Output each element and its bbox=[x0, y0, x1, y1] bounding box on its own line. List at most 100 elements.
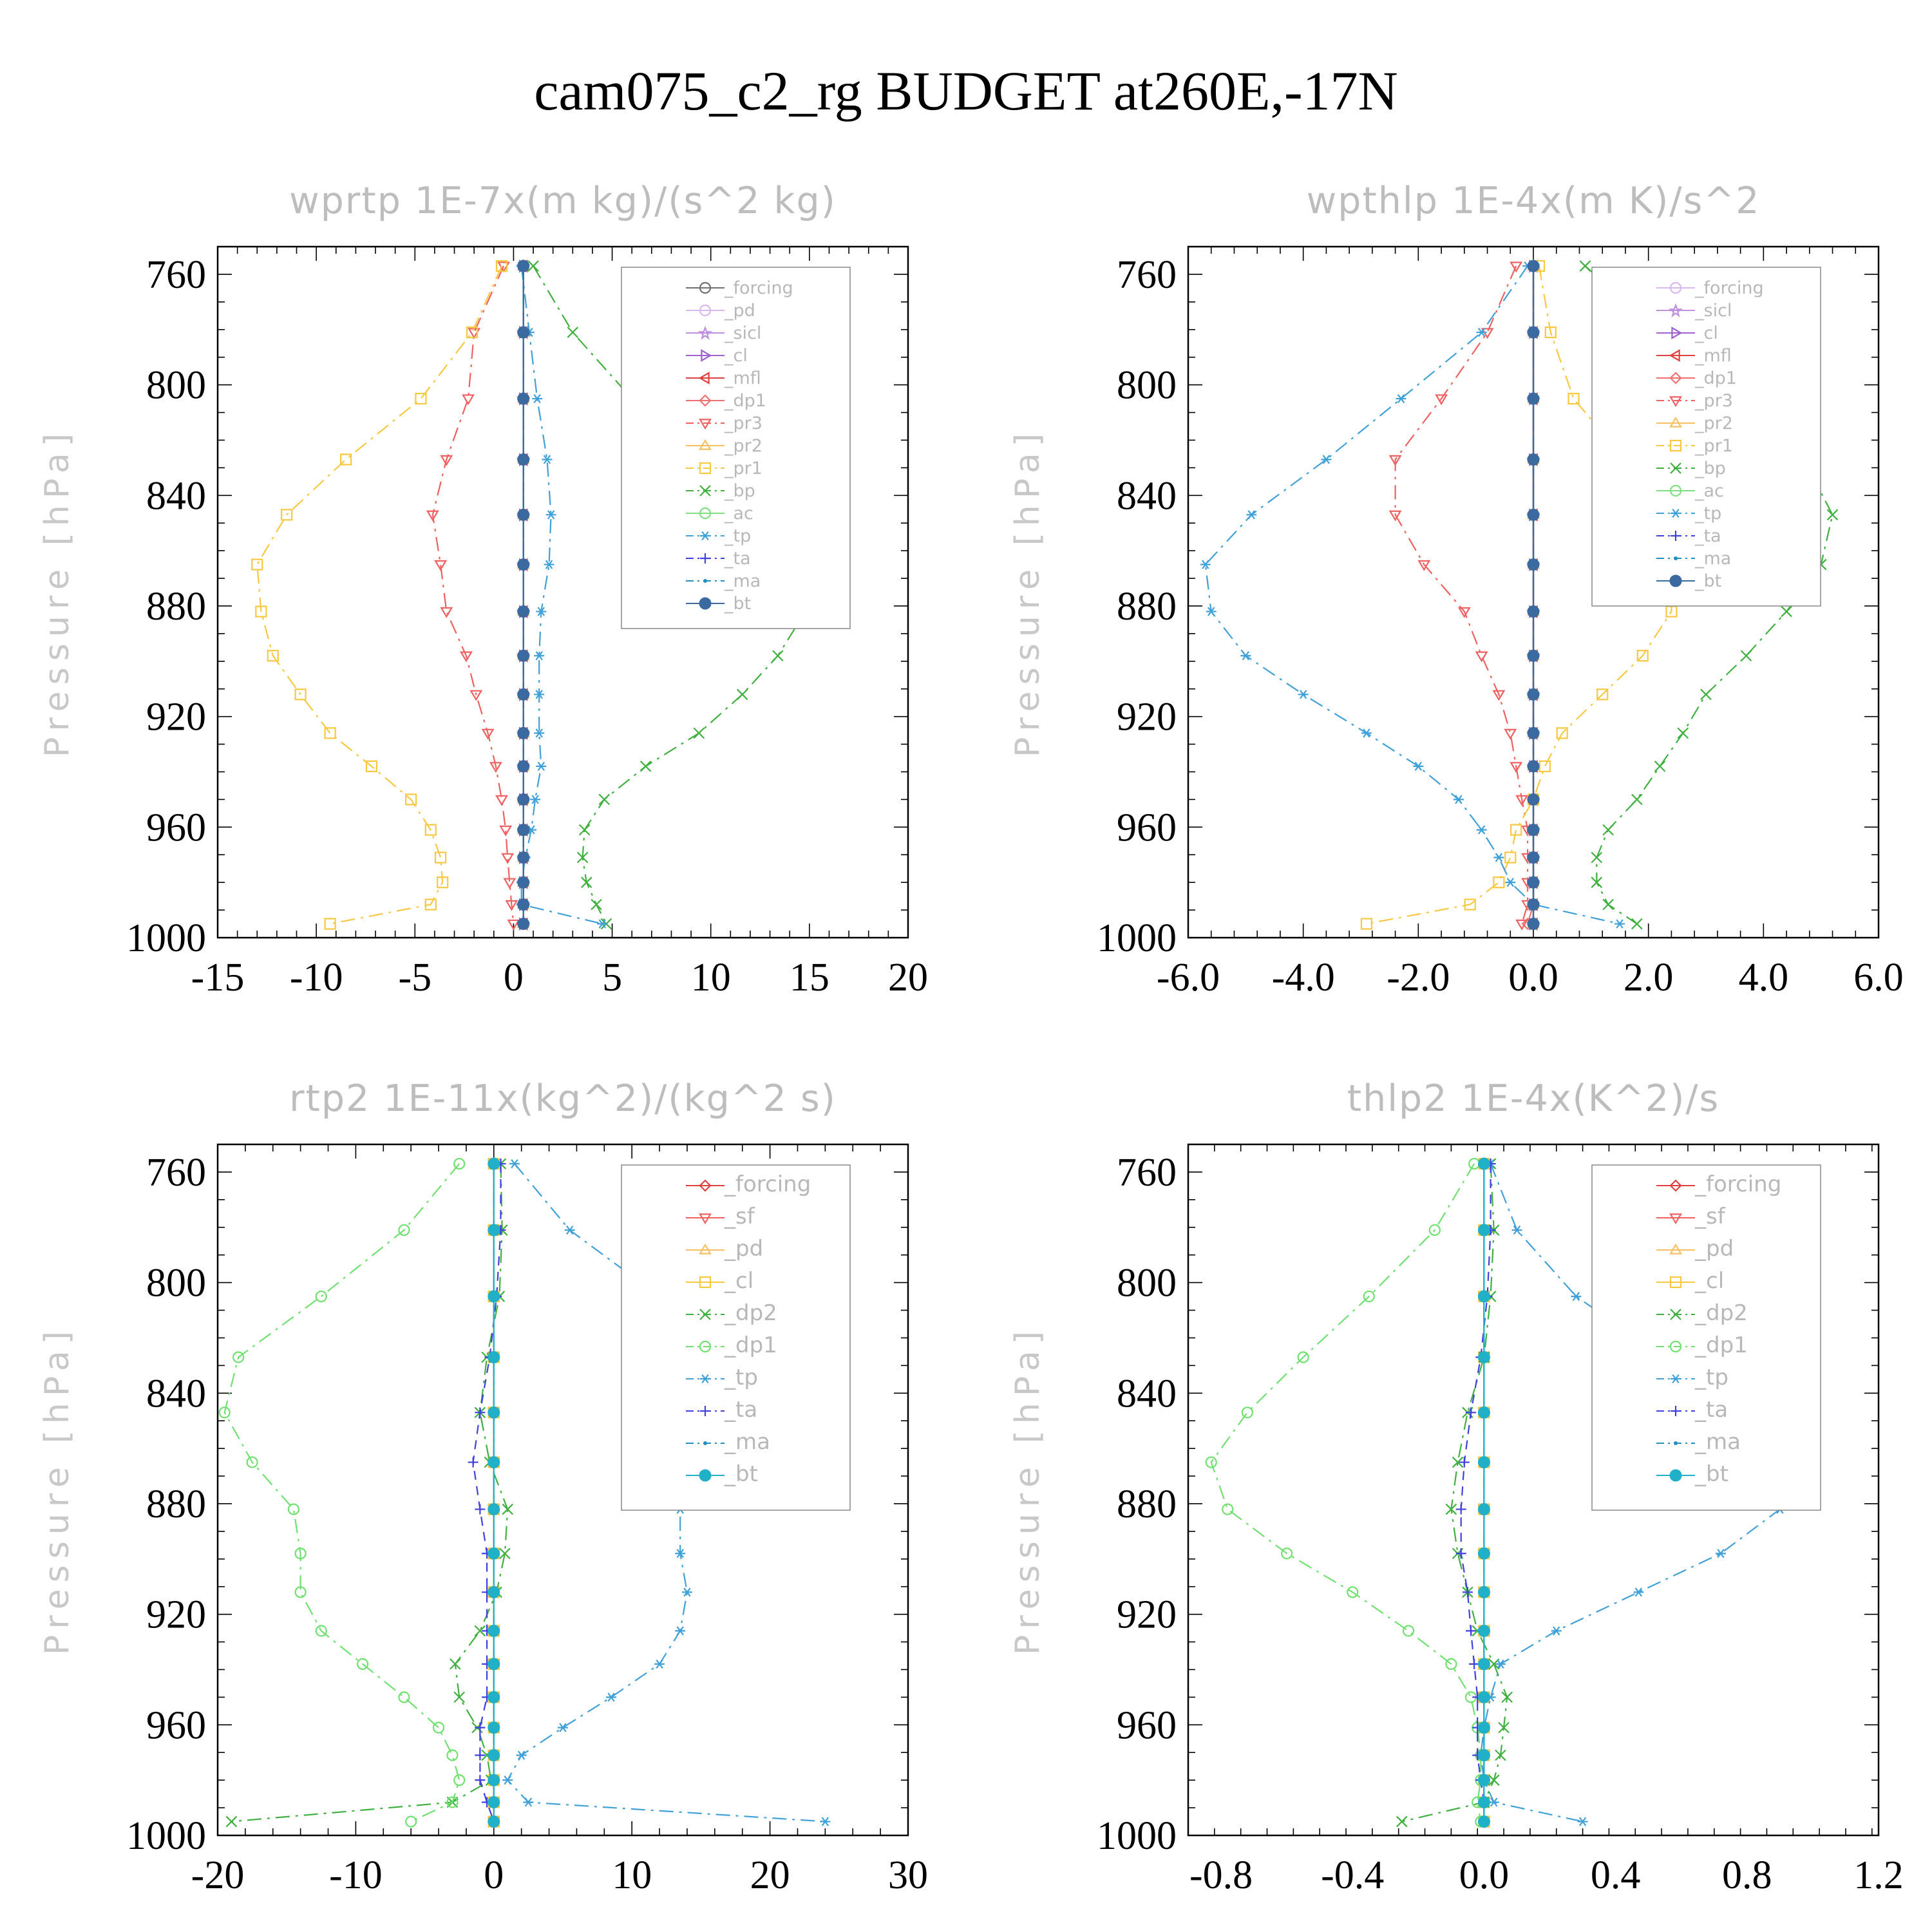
data-point bbox=[488, 1224, 500, 1236]
data-point bbox=[536, 607, 547, 616]
data-point bbox=[488, 1749, 500, 1762]
plot-frame bbox=[216, 245, 909, 939]
data-point bbox=[1477, 1350, 1490, 1363]
data-point bbox=[501, 853, 515, 864]
legend-marker bbox=[1669, 349, 1680, 362]
x-tick-label: 0.4 bbox=[1591, 1853, 1641, 1897]
legend-item: _mfl bbox=[1656, 346, 1732, 366]
legend-label: _ac bbox=[1694, 481, 1724, 501]
legend-item: _pd bbox=[686, 301, 755, 321]
data-point bbox=[426, 510, 439, 522]
legend-label: _dp2 bbox=[724, 1300, 777, 1326]
data-point bbox=[558, 1723, 568, 1732]
series-pr3 bbox=[1388, 261, 1534, 931]
data-point bbox=[446, 1749, 459, 1761]
axis-ticks bbox=[1188, 1144, 1879, 1836]
legend-marker bbox=[1669, 396, 1682, 408]
figure-title: cam075_c2_rg BUDGET at260E,-17N bbox=[534, 60, 1398, 122]
series-bt bbox=[1477, 1157, 1490, 1828]
legend-label: _pr3 bbox=[724, 413, 762, 433]
x-tick-label: 10 bbox=[691, 956, 731, 999]
legend-marker bbox=[1669, 1276, 1682, 1289]
data-point bbox=[1477, 1224, 1490, 1236]
legend-item: _pd bbox=[1656, 1236, 1734, 1262]
legend-marker bbox=[1669, 1179, 1682, 1192]
data-point bbox=[459, 651, 473, 663]
data-point bbox=[1477, 1749, 1490, 1762]
legend-marker bbox=[699, 507, 712, 520]
x-tick-label: -15 bbox=[191, 956, 245, 999]
data-point bbox=[578, 824, 591, 836]
legend-label: _forcing bbox=[1694, 278, 1764, 298]
data-point bbox=[820, 1817, 831, 1826]
legend-marker bbox=[699, 304, 712, 317]
legend-marker bbox=[1671, 531, 1681, 541]
legend-marker bbox=[703, 579, 707, 583]
data-point bbox=[1527, 260, 1540, 272]
data-point bbox=[681, 1587, 692, 1597]
data-point bbox=[1527, 851, 1540, 864]
series-line bbox=[1204, 265, 1620, 925]
legend-label: _pr2 bbox=[724, 436, 762, 456]
legend-item: _ma bbox=[686, 571, 761, 591]
legend: _forcing _sicl_cl _mfl_dp1 _pr3_pr2 _pr1 _bp _… bbox=[1591, 267, 1821, 607]
legend-item: _tp bbox=[1656, 1365, 1728, 1390]
data-point bbox=[1498, 1721, 1510, 1734]
legend-item: _bp bbox=[1656, 459, 1726, 478]
legend-item: _ta bbox=[1656, 526, 1721, 546]
legend: _forcing _sf _pd _cl _dp2 _dp1 _tp _ta _ma _bt bbox=[1591, 1164, 1821, 1511]
series-pr3 bbox=[426, 261, 520, 931]
data-point bbox=[1505, 878, 1516, 887]
legend-marker bbox=[699, 281, 712, 294]
data-point bbox=[488, 1624, 500, 1637]
data-point bbox=[424, 824, 437, 836]
legend-item: _ta bbox=[686, 1397, 757, 1423]
legend-label: _ta bbox=[724, 1397, 757, 1423]
data-point bbox=[440, 607, 453, 618]
data-point bbox=[527, 260, 539, 272]
data-point bbox=[339, 453, 352, 466]
data-point bbox=[772, 650, 784, 661]
chart-panel-4: thlp2 1E-4x(K^2)/s Pressure [hPa] 760 800 84… bbox=[1009, 1077, 1904, 1897]
data-point bbox=[468, 1457, 478, 1468]
legend-marker bbox=[699, 1213, 712, 1225]
legend-marker bbox=[1671, 1374, 1681, 1384]
legend-marker bbox=[700, 553, 710, 564]
data-point bbox=[1567, 392, 1580, 405]
data-point bbox=[1504, 851, 1517, 864]
x-tick-label: 0.8 bbox=[1722, 1853, 1772, 1897]
legend-marker bbox=[699, 1340, 712, 1353]
data-point bbox=[1602, 898, 1614, 911]
legend-label: _bt bbox=[724, 594, 751, 614]
legend-item: _bp bbox=[686, 481, 755, 501]
data-point bbox=[1633, 1587, 1644, 1597]
x-tick-label: -4.0 bbox=[1272, 956, 1335, 999]
data-point bbox=[469, 690, 483, 701]
data-point bbox=[736, 688, 748, 701]
series-line bbox=[231, 1163, 509, 1823]
data-point bbox=[1417, 560, 1431, 571]
series-dp1 bbox=[1205, 1157, 1487, 1828]
legend-item: _bt bbox=[686, 1461, 758, 1487]
x-tick-label: 20 bbox=[888, 956, 928, 999]
data-point bbox=[1539, 760, 1551, 772]
data-point bbox=[1481, 328, 1494, 339]
y-tick-label: 960 bbox=[1117, 1703, 1177, 1747]
data-point bbox=[1477, 1290, 1490, 1303]
legend-marker bbox=[1671, 327, 1683, 339]
data-point bbox=[488, 1795, 500, 1808]
data-point bbox=[1591, 876, 1603, 888]
x-tick-label: -6.0 bbox=[1157, 956, 1220, 999]
data-point bbox=[1740, 650, 1752, 661]
data-point bbox=[505, 900, 518, 911]
legend-item: _mfl bbox=[686, 368, 761, 388]
data-point bbox=[1527, 793, 1540, 806]
x-tick-label: 10 bbox=[612, 1853, 652, 1897]
data-point bbox=[488, 1721, 500, 1734]
data-point bbox=[1281, 1548, 1293, 1560]
data-point bbox=[1477, 1547, 1490, 1560]
x-tick-label: 4.0 bbox=[1739, 956, 1789, 999]
data-point bbox=[1388, 510, 1402, 522]
y-tick-label: 1000 bbox=[1097, 1814, 1177, 1858]
legend-item: _dp2 bbox=[686, 1300, 777, 1326]
